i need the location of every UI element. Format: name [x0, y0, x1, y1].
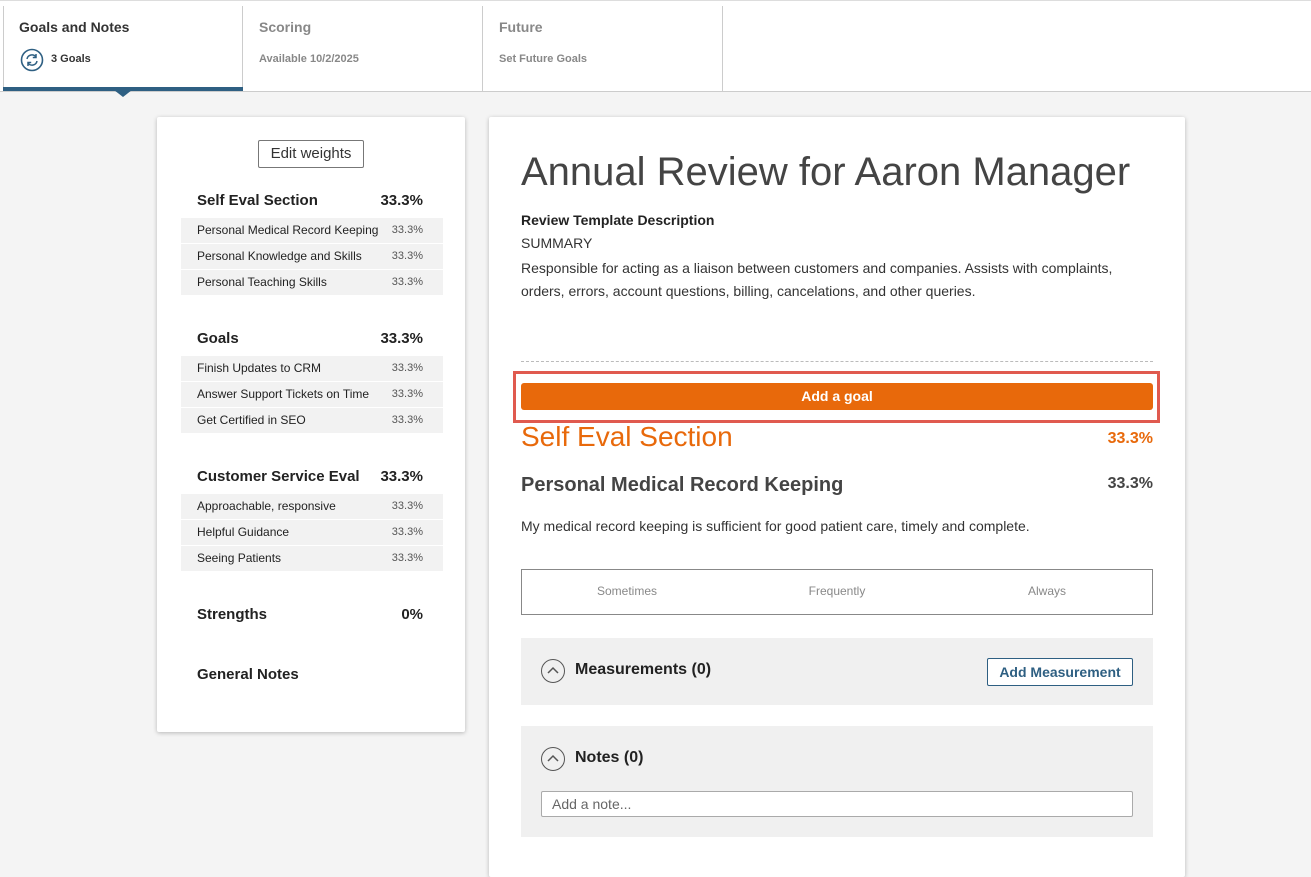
edit-weights-button[interactable]: Edit weights [258, 140, 364, 168]
active-tab-underline [3, 87, 243, 91]
section-name: Goals [197, 330, 239, 347]
item-name: Answer Support Tickets on Time [197, 387, 370, 401]
measurements-toggle[interactable] [541, 659, 565, 683]
item-name: Get Certified in SEO [197, 413, 306, 427]
item-weight: 33.3% [391, 552, 423, 564]
rating-option[interactable]: Always [1027, 584, 1066, 598]
chevron-icon [547, 666, 559, 674]
item-name: Approachable, responsive [197, 499, 336, 513]
item-name: Personal Teaching Skills [197, 275, 327, 289]
item-weight: 33.3% [391, 388, 423, 400]
rating-option[interactable]: Frequently [808, 584, 866, 598]
item-title: Personal Medical Record Keeping [521, 474, 844, 496]
item-name: Personal Medical Record Keeping [197, 223, 379, 237]
sidebar-item [181, 270, 443, 295]
refresh-icon [20, 48, 44, 72]
section-name: Customer Service Eval [197, 468, 360, 485]
tab[interactable] [3, 6, 243, 91]
sidebar-item [181, 408, 443, 433]
active-tab-pointer [114, 90, 132, 97]
item-name: Personal Knowledge and Skills [197, 249, 362, 263]
divider [521, 361, 1153, 362]
tab[interactable] [483, 6, 723, 91]
sidebar-item [181, 382, 443, 407]
measurements-heading: Measurements (0) [575, 661, 712, 678]
sidebar-item [181, 356, 443, 381]
tab-title: Scoring [259, 19, 312, 35]
section-name: General Notes [197, 666, 299, 683]
tab-subtitle: Available 10/2/2025 [259, 53, 359, 65]
rating-scale [521, 569, 1153, 615]
add-measurement-button[interactable]: Add Measurement [987, 658, 1133, 686]
chevron-icon [547, 754, 559, 762]
item-weight: 33.3% [391, 526, 423, 538]
sidebar-item [181, 546, 443, 571]
sidebar-item [181, 244, 443, 269]
description-label: Review Template Description [521, 212, 715, 228]
description: Responsible for acting as a liaison betw… [521, 260, 1113, 299]
sidebar-item [181, 494, 443, 519]
notes-toggle[interactable] [541, 747, 565, 771]
section-weight: 33.3% [380, 330, 423, 347]
item-weight: 33.3% [391, 276, 423, 288]
item-weight: 33.3% [391, 500, 423, 512]
item-weight: 33.3% [1107, 475, 1153, 492]
note-input[interactable]: Add a note... [541, 791, 1133, 817]
sidebar-item [181, 520, 443, 545]
section-weight: 33.3% [380, 468, 423, 485]
item-name: Finish Updates to CRM [197, 361, 322, 375]
add-goal-button[interactable]: Add a goal [521, 383, 1153, 410]
highlight-box [513, 371, 1160, 423]
section-weight: 33.3% [380, 192, 423, 209]
review-title: Annual Review for Aaron Manager [521, 150, 1131, 194]
item-weight: 33.3% [391, 362, 423, 374]
rating-option[interactable]: Sometimes [596, 584, 658, 598]
tab-title: Future [499, 19, 543, 35]
item-description: My medical record keeping is sufficient … [521, 518, 1030, 534]
item-weight: 33.3% [391, 250, 423, 262]
tab-subtitle: 3 Goals [51, 53, 91, 65]
notes-heading: Notes (0) [575, 749, 644, 766]
summary-label: SUMMARY [521, 235, 593, 251]
section-weight: 0% [401, 606, 423, 623]
tab[interactable] [243, 6, 483, 91]
tab-title: Goals and Notes [19, 19, 130, 35]
item-weight: 33.3% [391, 414, 423, 426]
section-weight: 33.3% [1107, 430, 1153, 447]
item-name: Helpful Guidance [197, 525, 290, 539]
sidebar-item [181, 218, 443, 243]
item-name: Seeing Patients [197, 551, 282, 565]
item-weight: 33.3% [391, 224, 423, 236]
tab-bar [0, 0, 1311, 92]
section-name: Self Eval Section [197, 192, 318, 209]
notes-panel [521, 726, 1153, 837]
section-name: Self Eval Section [521, 421, 733, 452]
tab-subtitle: Set Future Goals [499, 53, 588, 65]
section-name: Strengths [197, 606, 268, 623]
